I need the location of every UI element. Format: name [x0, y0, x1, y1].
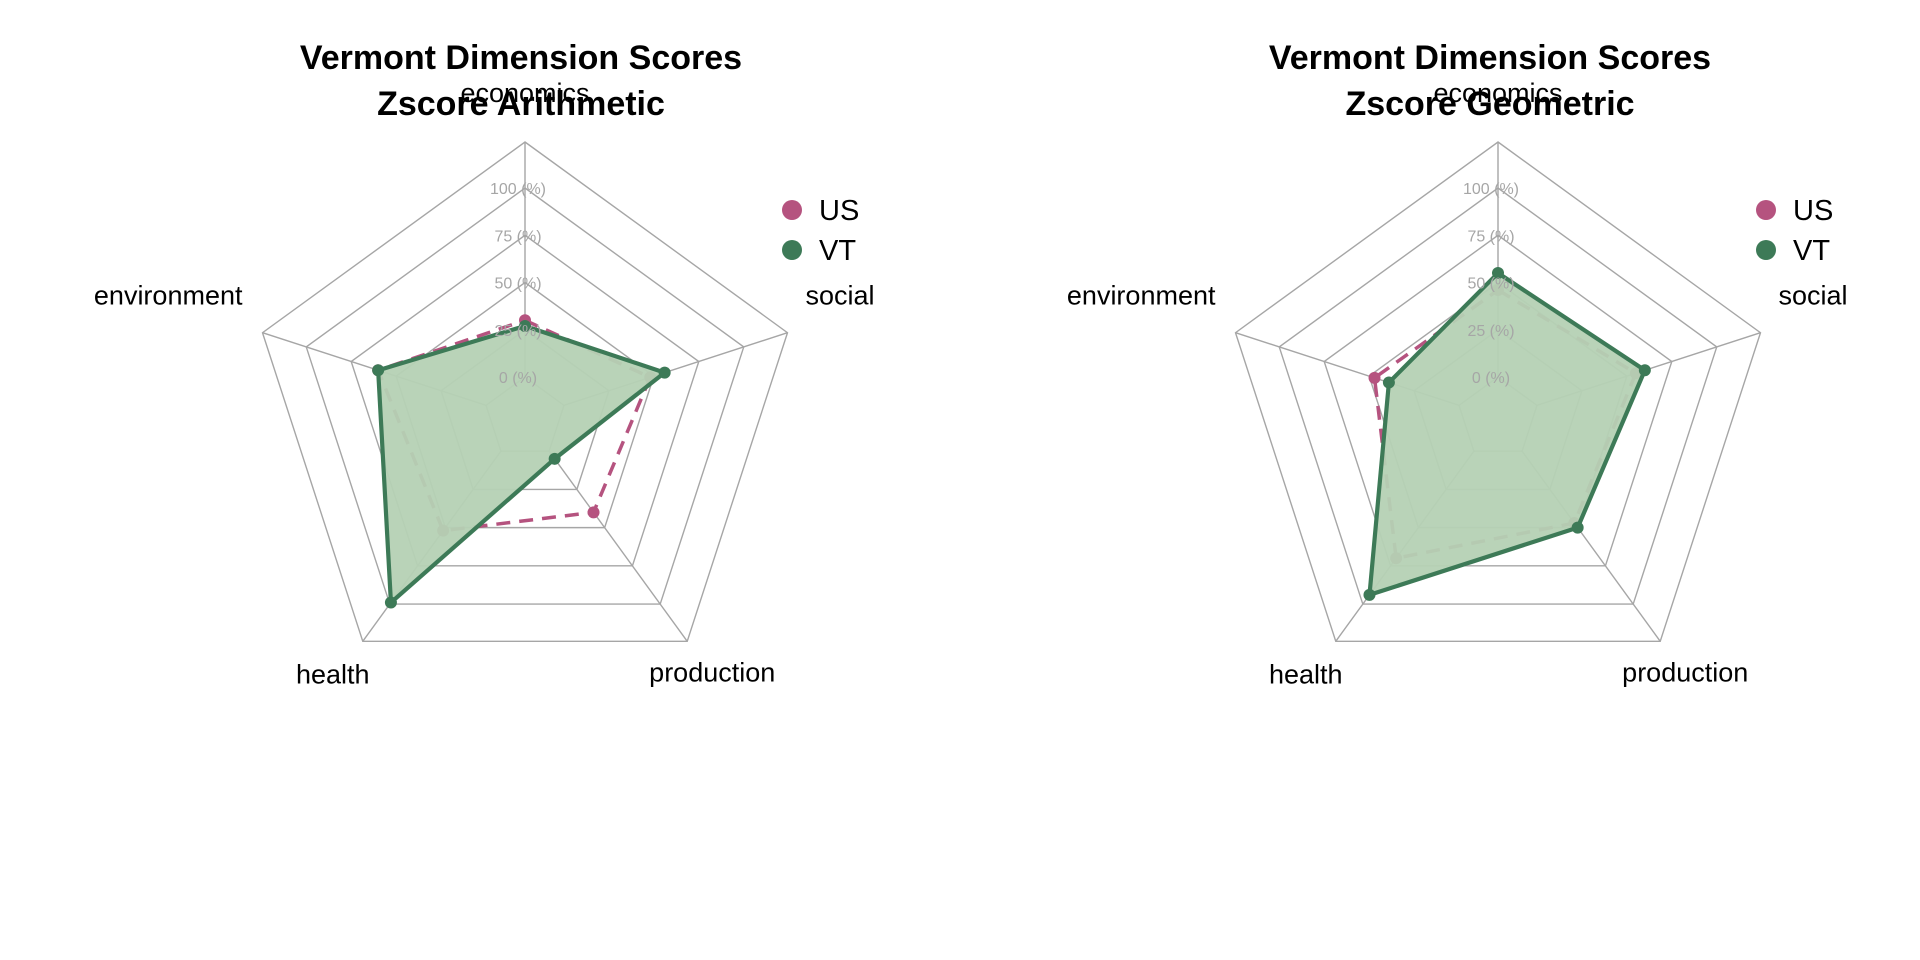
radar-chart-arithmetic: Vermont Dimension Scores Zscore Arithmet… [94, 39, 875, 689]
series-vt [372, 319, 671, 609]
tick-label: 0 (%) [1472, 370, 1510, 387]
data-point [1363, 588, 1376, 601]
axis-label-production: production [649, 657, 775, 687]
tick-label: 25 (%) [494, 323, 541, 340]
radar-series-group [1363, 267, 1651, 601]
series-area [1369, 273, 1645, 595]
axis-labels: economics social production health environme… [1067, 78, 1848, 689]
data-point [384, 596, 397, 609]
data-point [1638, 364, 1651, 377]
tick-label: 100 (%) [490, 181, 546, 198]
axis-label-environment: environment [94, 281, 243, 311]
axis-label-health: health [296, 659, 370, 689]
chart-title-line2: Zscore Arithmetic [377, 85, 665, 123]
chart-title-line1: Vermont Dimension Scores [300, 39, 742, 77]
legend-label-us: US [819, 195, 859, 227]
data-point [587, 506, 600, 519]
axis-label-health: health [1269, 659, 1343, 689]
grid-ring [1323, 234, 1673, 567]
legend: US VT [782, 195, 859, 267]
data-point [372, 364, 385, 377]
legend-label-vt: VT [819, 235, 856, 267]
data-point [1368, 371, 1381, 384]
tick-label: 25 (%) [1467, 323, 1514, 340]
legend-label-us: US [1793, 195, 1833, 227]
series-line [376, 323, 667, 605]
axis-labels: economics social production health environme… [94, 78, 875, 689]
grid-ring [305, 187, 745, 605]
tick-label: 75 (%) [494, 228, 541, 245]
grid-outer-ring [261, 141, 789, 642]
legend-marker [1756, 240, 1776, 260]
series-area [378, 325, 665, 603]
legend-marker [782, 200, 802, 220]
grid-outer-ring [1234, 141, 1762, 642]
tick-label: 75 (%) [1467, 228, 1514, 245]
data-point [548, 452, 561, 465]
axis-label-economics: economics [1433, 78, 1562, 108]
axis-label-social: social [1778, 281, 1847, 311]
tick-label: 50 (%) [494, 276, 541, 293]
chart-title-line2: Zscore Geometric [1345, 85, 1634, 123]
grid-ring [350, 234, 700, 567]
tick-label: 50 (%) [1467, 276, 1514, 293]
data-point [658, 366, 671, 379]
chart-title-line1: Vermont Dimension Scores [1269, 39, 1711, 77]
tick-labels: 0 (%) 25 (%) 50 (%) 75 (%) 100 (%) [490, 181, 546, 387]
grid-ring [1278, 187, 1718, 605]
radar-series-group [372, 314, 671, 609]
data-point [1382, 376, 1395, 389]
legend: US VT [1756, 195, 1833, 267]
data-point [1492, 267, 1504, 280]
axis-label-economics: economics [460, 78, 589, 108]
series-line [1367, 270, 1647, 597]
axis-label-social: social [805, 281, 874, 311]
legend-label-vt: VT [1793, 235, 1830, 267]
data-point [1571, 521, 1584, 534]
legend-marker [1756, 200, 1776, 220]
tick-label: 100 (%) [1463, 181, 1519, 198]
tick-labels: 0 (%) 25 (%) 50 (%) 75 (%) 100 (%) [1463, 181, 1519, 387]
grid-spoke [548, 450, 688, 642]
axis-label-environment: environment [1067, 281, 1216, 311]
series-vt [1363, 267, 1651, 601]
data-point [519, 319, 531, 332]
legend-marker [782, 240, 802, 260]
tick-label: 0 (%) [499, 370, 537, 387]
axis-label-production: production [1622, 657, 1748, 687]
radar-chart-geometric: Vermont Dimension Scores Zscore Geometri… [1067, 39, 1848, 689]
